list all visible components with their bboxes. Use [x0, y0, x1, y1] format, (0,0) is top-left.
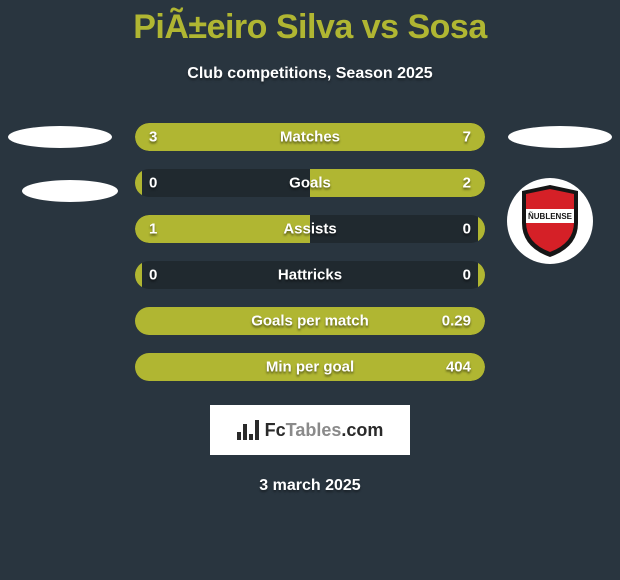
logo-text: FcTables.com — [265, 420, 384, 441]
subtitle: Club competitions, Season 2025 — [0, 65, 620, 83]
stat-bars: 3Matches70Goals21Assists00Hattricks0Goal… — [135, 123, 485, 381]
left-player-photo-placeholder — [8, 126, 112, 148]
page-title: PiÃ±eiro Silva vs Sosa — [0, 0, 620, 47]
stat-label: Hattricks — [135, 267, 485, 284]
stat-label: Assists — [135, 221, 485, 238]
stat-row: 0Hattricks0 — [135, 261, 485, 289]
fctables-logo: FcTables.com — [210, 405, 410, 455]
stat-label: Goals — [135, 175, 485, 192]
right-club-badge: ÑUBLENSE — [507, 178, 593, 264]
stat-label: Min per goal — [135, 359, 485, 376]
bar-chart-icon — [237, 420, 261, 440]
stat-label: Goals per match — [135, 313, 485, 330]
stat-row: 0Goals2 — [135, 169, 485, 197]
stat-row: 3Matches7 — [135, 123, 485, 151]
stat-value-right: 404 — [446, 359, 471, 376]
stat-row: Goals per match0.29 — [135, 307, 485, 335]
svg-text:ÑUBLENSE: ÑUBLENSE — [528, 212, 573, 221]
stat-row: 1Assists0 — [135, 215, 485, 243]
stat-value-right: 2 — [463, 175, 471, 192]
date-label: 3 march 2025 — [0, 477, 620, 495]
stat-value-right: 0.29 — [442, 313, 471, 330]
stat-value-right: 0 — [463, 221, 471, 238]
stat-label: Matches — [135, 129, 485, 146]
stat-value-right: 7 — [463, 129, 471, 146]
right-player-photo-placeholder — [508, 126, 612, 148]
left-club-logo-placeholder — [22, 180, 118, 202]
shield-icon: ÑUBLENSE — [518, 185, 582, 257]
stat-value-right: 0 — [463, 267, 471, 284]
stat-row: Min per goal404 — [135, 353, 485, 381]
